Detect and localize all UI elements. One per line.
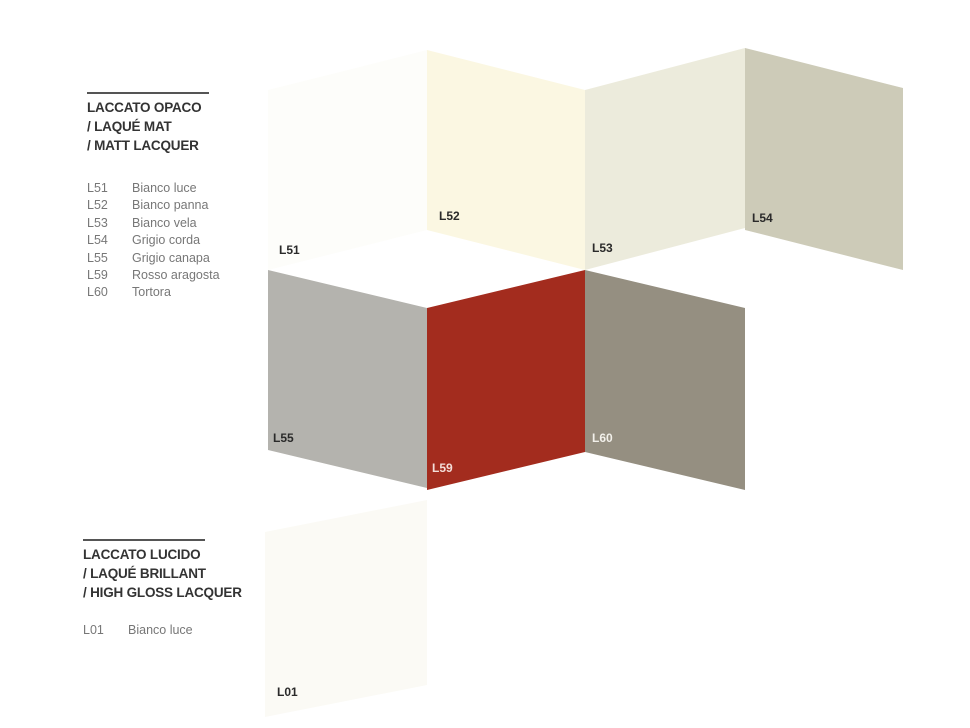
color-name: Tortora <box>132 285 171 300</box>
color-name: Grigio corda <box>132 233 201 248</box>
color-name: Bianco panna <box>132 198 209 213</box>
color-name: Bianco luce <box>128 623 193 637</box>
swatch-l53 <box>585 48 745 270</box>
swatch-label: L53 <box>592 241 613 255</box>
color-code: L52 <box>87 198 108 213</box>
color-code: L51 <box>87 181 108 195</box>
color-name: Rosso aragosta <box>132 268 220 283</box>
title-line: / MATT LACQUER <box>87 138 199 153</box>
color-list: L51 Bianco luce L52 Bianco panna L53 Bianco… <box>87 180 220 302</box>
swatch-l55 <box>268 270 427 488</box>
swatch-label: L52 <box>439 209 460 223</box>
list-item: L54 Grigio corda <box>87 232 220 249</box>
swatch-l60 <box>585 270 745 490</box>
color-list: L01 Bianco luce <box>83 622 242 639</box>
swatch-l54 <box>745 48 903 270</box>
swatch-label: L01 <box>277 685 298 699</box>
swatch-l01 <box>265 500 427 717</box>
list-item: L59 Rosso aragosta <box>87 267 220 284</box>
title-line: LACCATO LUCIDO <box>83 547 201 562</box>
swatch-label: L51 <box>279 243 300 257</box>
swatch-l51 <box>268 50 427 270</box>
matt-lacquer-section: LACCATO OPACO / LAQUÉ MAT / MATT LACQUER… <box>87 92 220 302</box>
list-item: L60 Tortora <box>87 284 220 301</box>
color-code: L59 <box>87 268 108 283</box>
title-line: / LAQUÉ MAT <box>87 119 172 134</box>
color-code: L53 <box>87 215 108 230</box>
swatch-label: L59 <box>432 461 453 475</box>
color-code: L60 <box>87 285 108 300</box>
title-line: LACCATO OPACO <box>87 100 202 115</box>
color-name: Bianco vela <box>132 215 197 230</box>
color-code: L55 <box>87 250 108 265</box>
swatch-label: L54 <box>752 211 773 225</box>
title-line: / HIGH GLOSS LACQUER <box>83 585 242 600</box>
swatch-label: L55 <box>273 431 294 445</box>
swatch-l52 <box>427 50 585 270</box>
color-code: L01 <box>83 623 104 637</box>
high-gloss-lacquer-section: LACCATO LUCIDO / LAQUÉ BRILLANT / HIGH G… <box>83 539 242 639</box>
section-divider <box>87 92 209 94</box>
list-item: L52 Bianco panna <box>87 197 220 214</box>
section-title: LACCATO LUCIDO / LAQUÉ BRILLANT / HIGH G… <box>83 545 242 602</box>
section-title: LACCATO OPACO / LAQUÉ MAT / MATT LACQUER <box>87 98 220 155</box>
section-divider <box>83 539 205 541</box>
color-code: L54 <box>87 233 108 248</box>
list-item: L01 Bianco luce <box>83 622 242 639</box>
swatch-l59 <box>427 270 585 490</box>
list-item: L53 Bianco vela <box>87 215 220 232</box>
list-item: L55 Grigio canapa <box>87 250 220 267</box>
color-name: Bianco luce <box>132 181 197 195</box>
color-name: Grigio canapa <box>132 250 210 265</box>
title-line: / LAQUÉ BRILLANT <box>83 566 206 581</box>
list-item: L51 Bianco luce <box>87 180 220 197</box>
swatch-label: L60 <box>592 431 613 445</box>
